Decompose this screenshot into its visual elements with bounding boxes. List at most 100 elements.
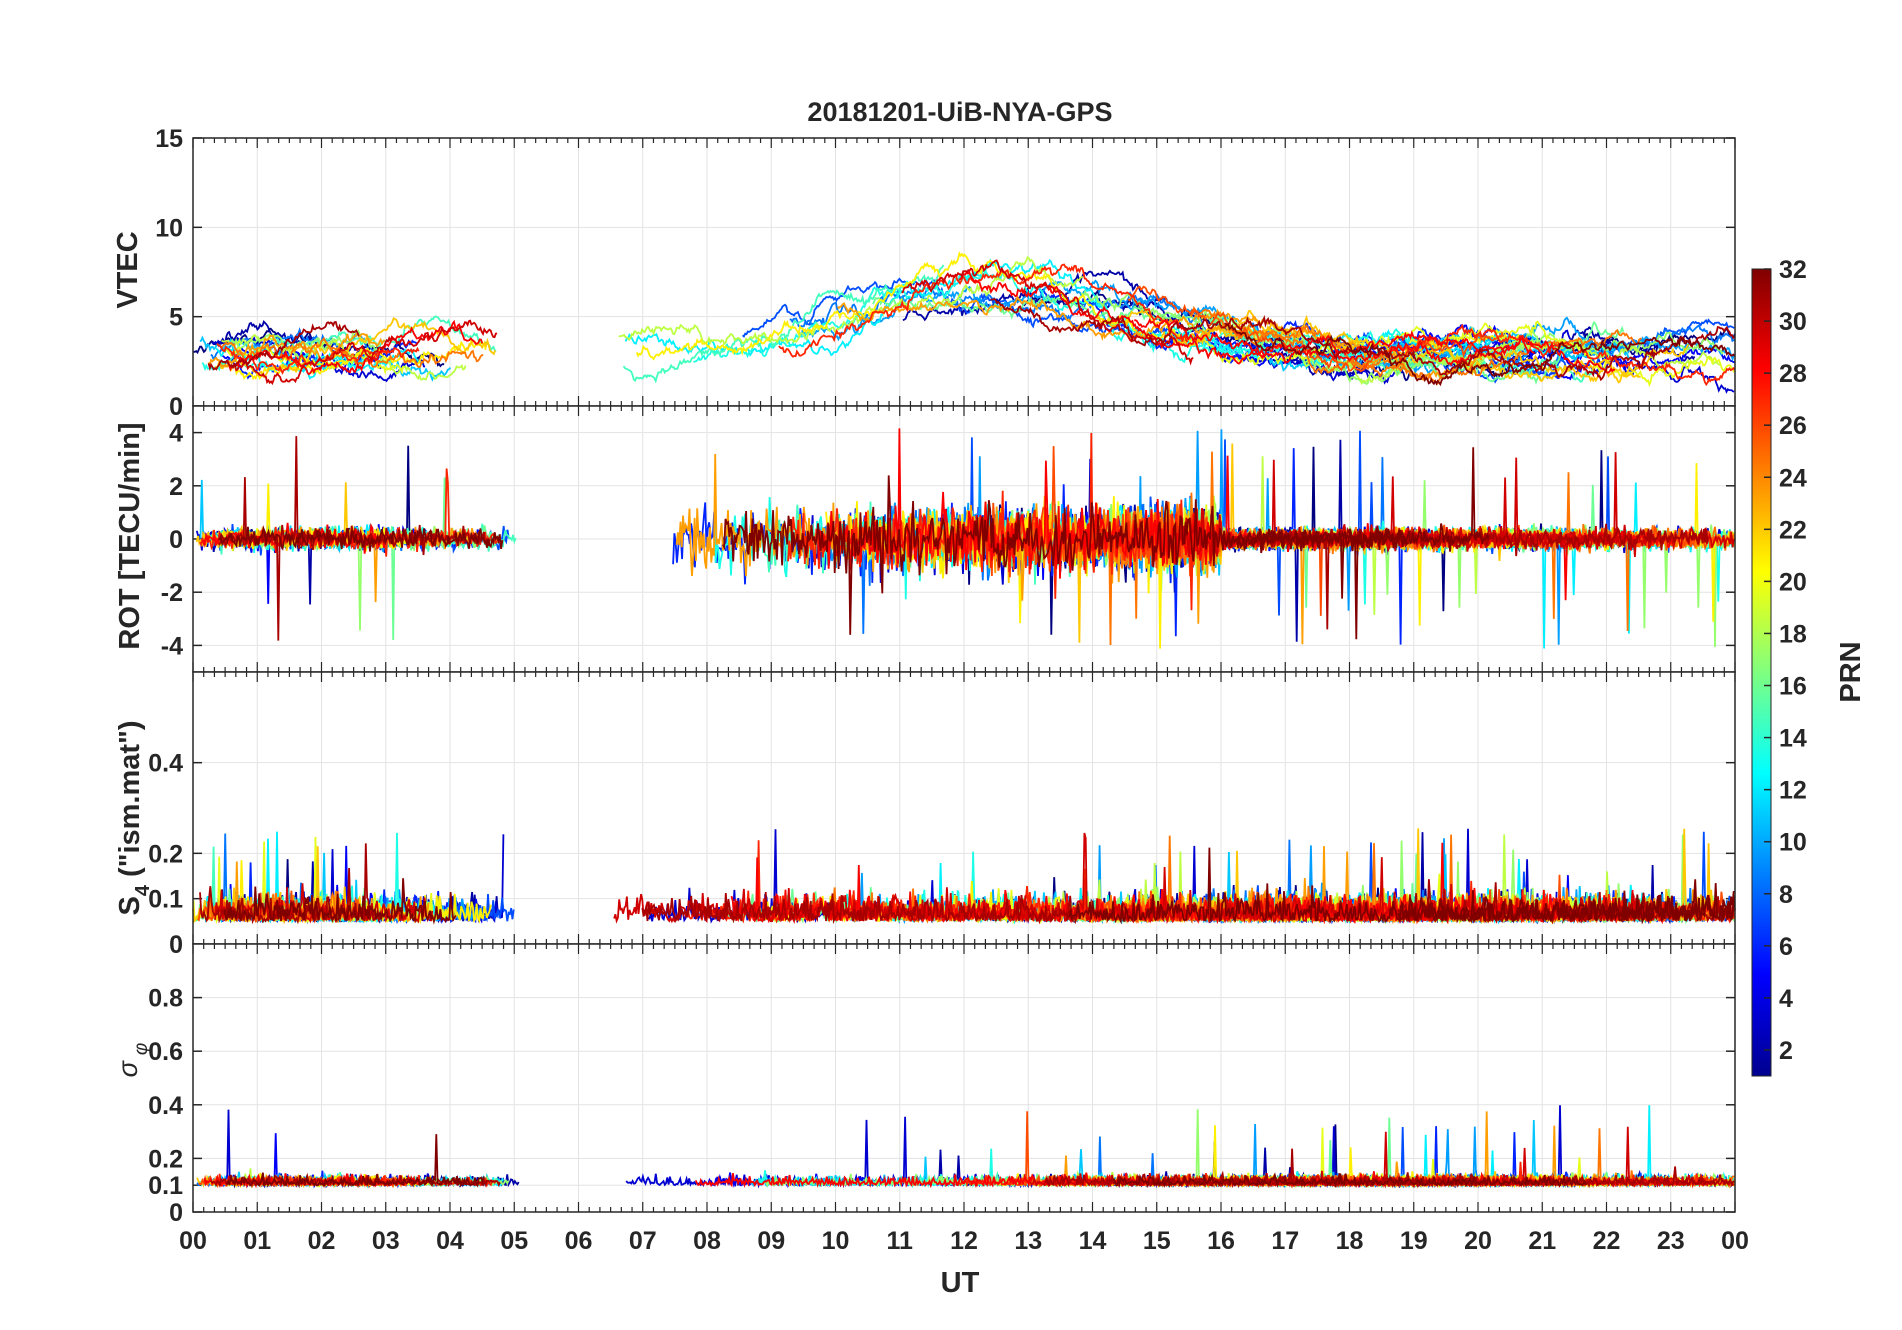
y-tick-label: 0 — [169, 1199, 183, 1227]
colorbar-tick-label: 18 — [1779, 620, 1807, 648]
x-tick-label: 00 — [179, 1227, 207, 1255]
x-axis-label: UT — [941, 1267, 980, 1299]
chart-title: 20181201-UiB-NYA-GPS — [807, 97, 1112, 127]
x-tick-label: 15 — [1143, 1227, 1171, 1255]
prn-trace — [223, 878, 457, 925]
y-tick-label: 2 — [169, 473, 183, 501]
colorbar-tick-label: 14 — [1779, 725, 1807, 753]
y-label-phi: φ — [131, 1043, 152, 1055]
colorbar-tick-label: 32 — [1779, 256, 1807, 284]
y-tick-label: 0.2 — [148, 1145, 183, 1173]
prn-trace — [218, 524, 504, 552]
colorbar-tick-label: 20 — [1779, 568, 1807, 596]
x-tick-label: 21 — [1528, 1227, 1556, 1255]
y-tick-label: 0 — [169, 526, 183, 554]
y-tick-label: 0.1 — [148, 886, 183, 914]
prn-trace — [219, 336, 484, 369]
prn-trace — [622, 264, 945, 384]
x-tick-label: 13 — [1014, 1227, 1042, 1255]
panel-rot: -4 -2 0 2 4 — [161, 405, 1736, 673]
x-tick-label: 14 — [1079, 1227, 1107, 1255]
x-tick-label: 03 — [372, 1227, 400, 1255]
prn-trace — [226, 1134, 485, 1189]
x-tick-label: 02 — [308, 1227, 336, 1255]
prn-trace — [214, 317, 496, 379]
y-label-s4-sub: 4 — [132, 884, 154, 896]
y-tick-label: 10 — [155, 214, 183, 242]
prn-trace — [1223, 322, 1736, 387]
x-tick-label: 05 — [500, 1227, 528, 1255]
panel-vtec: 0 5 10 15 — [155, 125, 1736, 421]
y-tick-label: 0.8 — [148, 985, 183, 1013]
colorbar-tick-label: 6 — [1779, 933, 1793, 961]
colorbar-tick-label: 26 — [1779, 412, 1807, 440]
prn-trace — [1237, 323, 1642, 386]
prn-trace — [226, 319, 484, 376]
colorbar-tick-label: 28 — [1779, 360, 1807, 388]
prn-trace — [229, 319, 498, 386]
x-tick-label: 23 — [1657, 1227, 1685, 1255]
colorbar-tick-label: 22 — [1779, 516, 1807, 544]
y-tick-label: 15 — [155, 125, 183, 153]
prn-trace — [1127, 285, 1505, 373]
prn-trace — [635, 251, 1165, 361]
prn-trace — [211, 320, 382, 370]
y-tick-label: -4 — [161, 632, 183, 660]
y-tick-label: 0.1 — [148, 1172, 183, 1200]
x-tick-label: 19 — [1400, 1227, 1428, 1255]
y-label-s4-rest: ("ism.mat") — [114, 721, 146, 885]
prn-trace — [1397, 890, 1736, 925]
y-tick-label: 4 — [169, 420, 183, 448]
y-tick-label: 0 — [169, 393, 183, 421]
prn-trace — [641, 892, 1079, 925]
colorbar-tick-label: 8 — [1779, 881, 1793, 909]
y-label-rot: ROT [TECU/min] — [114, 422, 146, 649]
x-tick-label: 12 — [950, 1227, 978, 1255]
traces — [195, 428, 1736, 649]
x-tick-labels: 00 01 02 03 04 05 06 07 08 09 10 11 12 13 14 15 16 17 18 19… — [179, 1227, 1749, 1255]
prn-trace — [958, 270, 1535, 368]
colorbar-tick-label: 12 — [1779, 777, 1807, 805]
x-tick-label: 18 — [1336, 1227, 1364, 1255]
prn-trace — [230, 329, 387, 360]
x-tick-label: 06 — [565, 1227, 593, 1255]
y-tick-label: 0.4 — [148, 750, 183, 778]
prn-trace — [1220, 447, 1490, 640]
y-tick-label: 0.2 — [148, 840, 183, 868]
y-tick-label: 0.6 — [148, 1038, 183, 1066]
prn-trace — [872, 293, 1232, 329]
x-tick-label: 16 — [1207, 1227, 1235, 1255]
traces — [192, 828, 1736, 925]
x-tick-label: 04 — [436, 1227, 464, 1255]
prn-trace — [207, 332, 386, 368]
colorbar-tick-label: 10 — [1779, 829, 1807, 857]
prn-trace — [1192, 308, 1483, 381]
x-tick-label: 22 — [1593, 1227, 1621, 1255]
prn-trace — [742, 277, 1171, 340]
traces — [196, 1105, 1736, 1189]
x-tick-label: 00 — [1721, 1227, 1749, 1255]
prn-trace — [836, 294, 1268, 342]
y-label-sigma: σ — [113, 1059, 143, 1077]
colorbar-tick-label: 16 — [1779, 673, 1807, 701]
colorbar — [1751, 268, 1772, 1077]
y-label-s4: S4 ("ism.mat") — [114, 721, 154, 916]
prn-trace — [207, 320, 360, 372]
x-tick-label: 01 — [243, 1227, 271, 1255]
y-tick-label: 0 — [169, 931, 183, 959]
colorbar-label: PRN — [1835, 641, 1867, 702]
y-tick-label: 5 — [169, 304, 183, 332]
y-label-sigma-phi: σφ — [113, 1043, 152, 1078]
y-tick-label: -2 — [161, 579, 183, 607]
y-tick-label: 0.4 — [148, 1092, 183, 1120]
x-tick-label: 07 — [629, 1227, 657, 1255]
colorbar-tick-label: 4 — [1779, 985, 1793, 1013]
prn-trace — [1408, 320, 1735, 388]
colorbar-tick-label: 24 — [1779, 464, 1807, 492]
x-tick-label: 11 — [887, 1227, 914, 1255]
prn-trace — [1134, 317, 1616, 374]
panel-s4: 0 0.1 0.2 0.4 — [148, 671, 1736, 959]
prn-trace — [1112, 1172, 1587, 1189]
